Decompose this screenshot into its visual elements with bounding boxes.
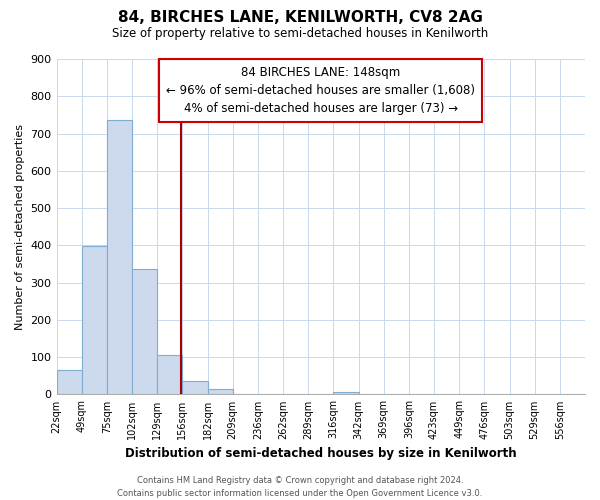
Bar [56,370,82,394]
X-axis label: Distribution of semi-detached houses by size in Kenilworth: Distribution of semi-detached houses by … [125,447,517,460]
Text: Contains HM Land Registry data © Crown copyright and database right 2024.
Contai: Contains HM Land Registry data © Crown c… [118,476,482,498]
Bar [82,246,107,394]
Text: 84, BIRCHES LANE, KENILWORTH, CV8 2AG: 84, BIRCHES LANE, KENILWORTH, CV8 2AG [118,10,482,25]
Y-axis label: Number of semi-detached properties: Number of semi-detached properties [15,124,25,330]
Text: Size of property relative to semi-detached houses in Kenilworth: Size of property relative to semi-detach… [112,28,488,40]
Bar [107,120,132,394]
Bar [208,389,233,394]
Text: 84 BIRCHES LANE: 148sqm
← 96% of semi-detached houses are smaller (1,608)
4% of : 84 BIRCHES LANE: 148sqm ← 96% of semi-de… [166,66,475,114]
Bar [132,269,157,394]
Bar [334,392,359,394]
Bar [157,354,182,395]
Bar [182,382,208,394]
